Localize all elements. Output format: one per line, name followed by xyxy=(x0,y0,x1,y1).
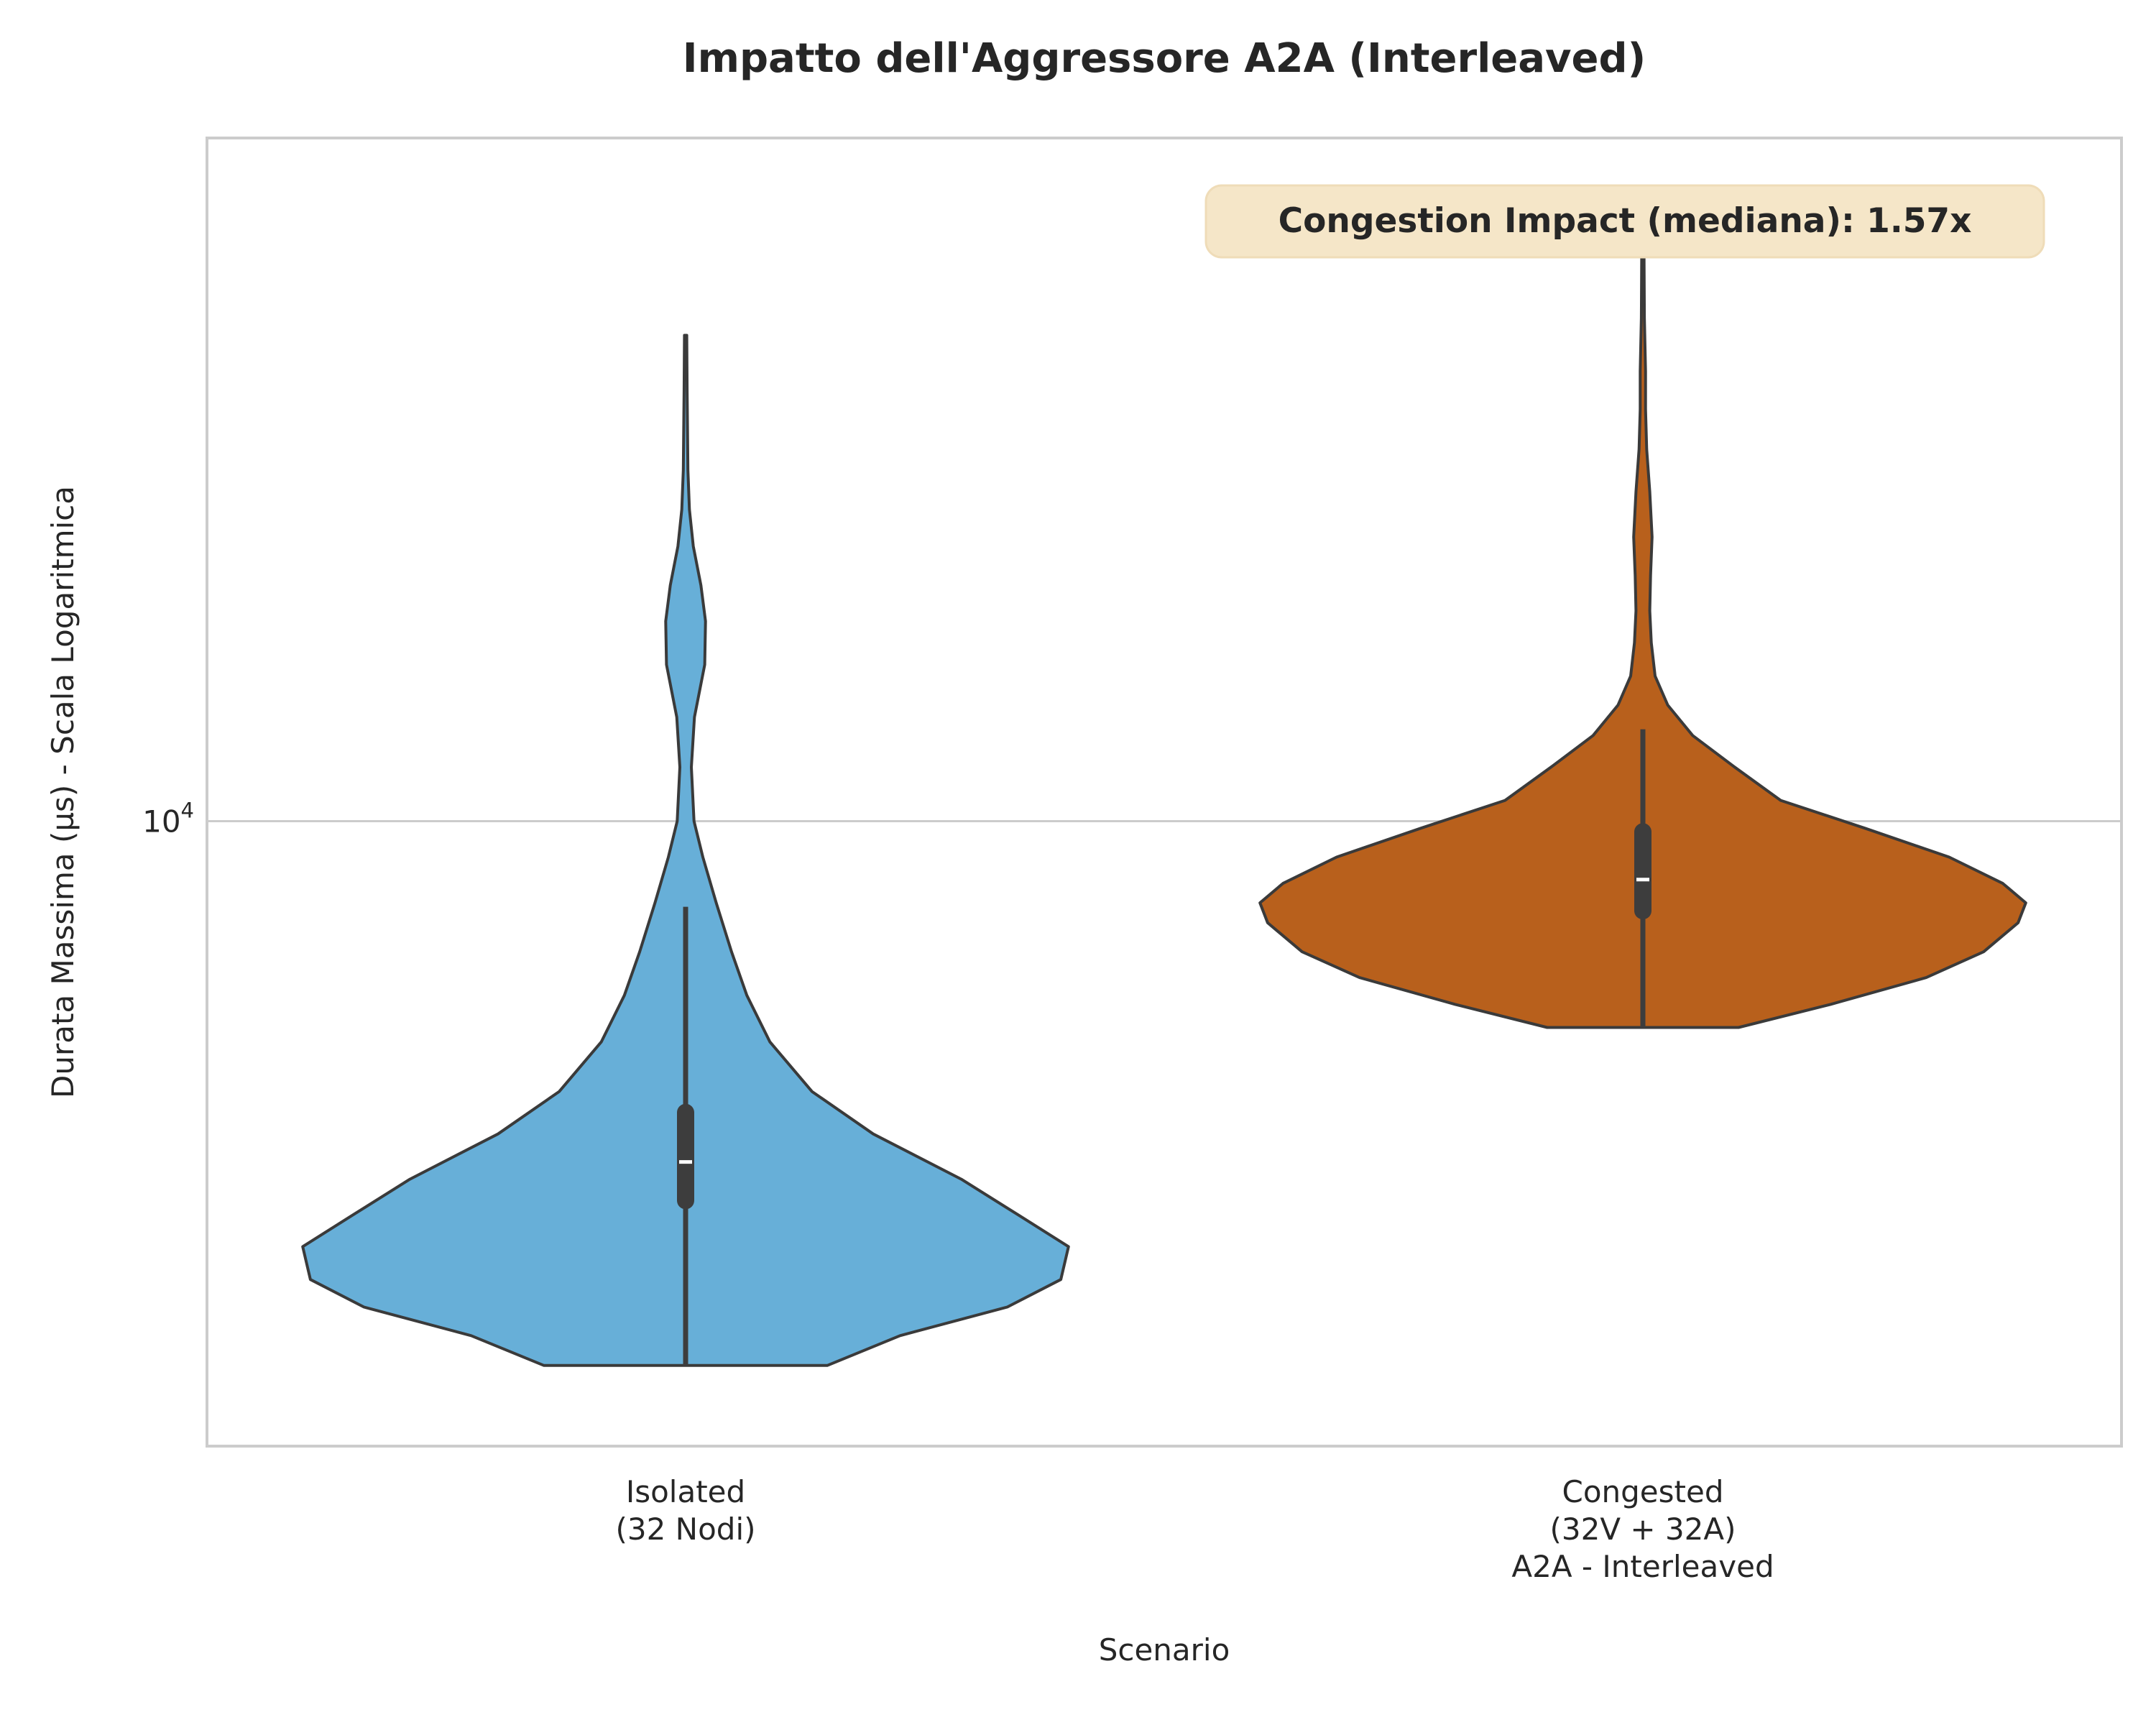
y-axis-label: Durata Massima (µs) - Scala Logaritmica xyxy=(45,486,80,1098)
y-tick-label: 104 xyxy=(142,798,194,839)
plot-frame xyxy=(206,137,2123,1448)
annotation-box: Congestion Impact (mediana): 1.57x xyxy=(1204,184,2045,259)
chart-title: Impatto dell'Aggressore A2A (Interleaved… xyxy=(683,35,1646,82)
x-axis-label: Scenario xyxy=(1099,1632,1230,1668)
x-tick-label: Congested (32V + 32A) A2A - Interleaved xyxy=(1511,1474,1774,1584)
plot-area: 104 Isolated (32 Nodi) Congested (32V + 32A)… xyxy=(142,206,2122,1584)
violin-body-1 xyxy=(301,334,1070,1367)
annotation-text: Congestion Impact (mediana): 1.57x xyxy=(1279,201,1972,241)
x-tick-label: Isolated (32 Nodi) xyxy=(615,1474,755,1547)
annotation-background xyxy=(1204,184,2045,259)
